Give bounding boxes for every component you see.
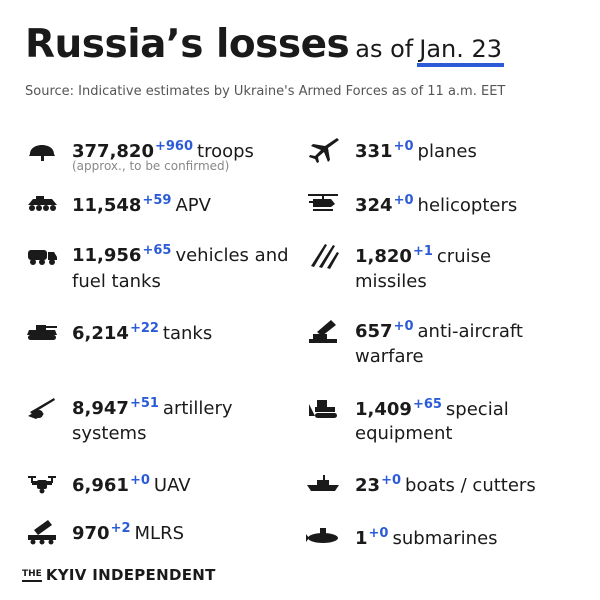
- ship-icon: [305, 467, 341, 497]
- antiair-value: 657: [355, 321, 393, 342]
- helicopters-label: helicopters: [417, 195, 518, 216]
- drone-icon: [24, 467, 60, 497]
- apv-label: APV: [175, 195, 211, 216]
- stat-special: 1,409+65 special: [355, 390, 509, 425]
- planes-delta: +0: [393, 139, 414, 154]
- tanks-value: 6,214: [72, 323, 129, 344]
- missile-icon: [305, 240, 341, 270]
- planes-value: 331: [355, 141, 393, 162]
- helmet-icon: [24, 134, 60, 164]
- special-label: special: [445, 399, 509, 420]
- stat-planes: 331+0 planes: [355, 132, 477, 167]
- stat-submarines: 1+0 submarines: [355, 519, 498, 554]
- artillery-delta: +51: [129, 396, 159, 411]
- submarine-icon: [305, 520, 341, 550]
- troops-value: 377,820: [72, 141, 154, 162]
- boats-label: boats / cutters: [405, 475, 536, 496]
- vehicles-label: vehicles and: [175, 245, 289, 266]
- submarines-delta: +0: [368, 526, 389, 541]
- helicopters-delta: +0: [393, 193, 414, 208]
- mlrs-value: 970: [72, 523, 110, 544]
- submarines-label: submarines: [392, 528, 498, 549]
- artillery-value: 8,947: [72, 398, 129, 419]
- page-title: Russia’s losses as of Jan. 23: [25, 22, 502, 67]
- title-date: Jan. 23: [419, 35, 503, 63]
- boats-value: 23: [355, 475, 381, 496]
- stat-uav: 6,961+0 UAV: [72, 466, 191, 501]
- bulldozer-icon: [305, 392, 341, 422]
- helicopter-icon: [305, 187, 341, 217]
- stat-helicopters: 324+0 helicopters: [355, 186, 517, 221]
- troops-note: (approx., to be confirmed): [72, 159, 230, 173]
- vehicles-value: 11,956: [72, 245, 142, 266]
- stat-apv: 11,548+59 APV: [72, 186, 211, 221]
- mlrs-icon: [24, 516, 60, 546]
- apv-icon: [24, 187, 60, 217]
- stat-antiair: 657+0 anti-aircraft: [355, 312, 523, 347]
- troops-delta: +960: [154, 139, 194, 154]
- fuel-truck-icon: [24, 240, 60, 270]
- uav-delta: +0: [129, 473, 150, 488]
- troops-label: troops: [197, 141, 254, 162]
- title-as-of: as of: [355, 35, 414, 63]
- stat-troops: 377,820+960 troops: [72, 132, 254, 167]
- title-main: Russia’s losses: [25, 22, 350, 67]
- apv-delta: +59: [142, 193, 172, 208]
- tank-icon: [24, 316, 60, 346]
- tanks-label: tanks: [162, 323, 213, 344]
- missiles-label: cruise: [436, 246, 492, 267]
- vehicles-label-line2: fuel tanks: [72, 271, 161, 292]
- anti-aircraft-icon: [305, 316, 341, 346]
- artillery-icon: [24, 392, 60, 422]
- apv-value: 11,548: [72, 195, 142, 216]
- special-value: 1,409: [355, 399, 412, 420]
- helicopters-value: 324: [355, 195, 393, 216]
- planes-label: planes: [417, 141, 477, 162]
- stat-tanks: 6,214+22 tanks: [72, 314, 212, 349]
- uav-label: UAV: [153, 475, 191, 496]
- stat-artillery: 8,947+51 artillery: [72, 389, 233, 424]
- uav-value: 6,961: [72, 475, 129, 496]
- mlrs-label: MLRS: [134, 523, 185, 544]
- artillery-label-line2: systems: [72, 423, 147, 444]
- brand-name: KYIV INDEPENDENT: [45, 566, 216, 584]
- tanks-delta: +22: [129, 321, 159, 336]
- boats-delta: +0: [381, 473, 402, 488]
- missiles-label-line2: missiles: [355, 271, 427, 292]
- submarines-value: 1: [355, 528, 368, 549]
- stat-boats: 23+0 boats / cutters: [355, 466, 536, 501]
- missiles-delta: +1: [412, 244, 433, 259]
- missiles-value: 1,820: [355, 246, 412, 267]
- stat-vehicles: 11,956+65 vehicles and: [72, 236, 289, 271]
- source-note: Source: Indicative estimates by Ukraine'…: [25, 84, 506, 99]
- special-delta: +65: [412, 397, 442, 412]
- antiair-delta: +0: [393, 319, 414, 334]
- jet-icon: [305, 134, 341, 164]
- brand-the: THE: [22, 569, 42, 579]
- brand-logo: THE KYIV INDEPENDENT: [22, 565, 216, 584]
- antiair-label: anti-aircraft: [417, 321, 523, 342]
- stat-missiles: 1,820+1 cruise: [355, 237, 491, 272]
- stat-mlrs: 970+2 MLRS: [72, 514, 184, 549]
- mlrs-delta: +2: [110, 521, 131, 536]
- special-label-line2: equipment: [355, 423, 453, 444]
- vehicles-delta: +65: [142, 243, 172, 258]
- antiair-label-line2: warfare: [355, 346, 424, 367]
- artillery-label: artillery: [162, 398, 233, 419]
